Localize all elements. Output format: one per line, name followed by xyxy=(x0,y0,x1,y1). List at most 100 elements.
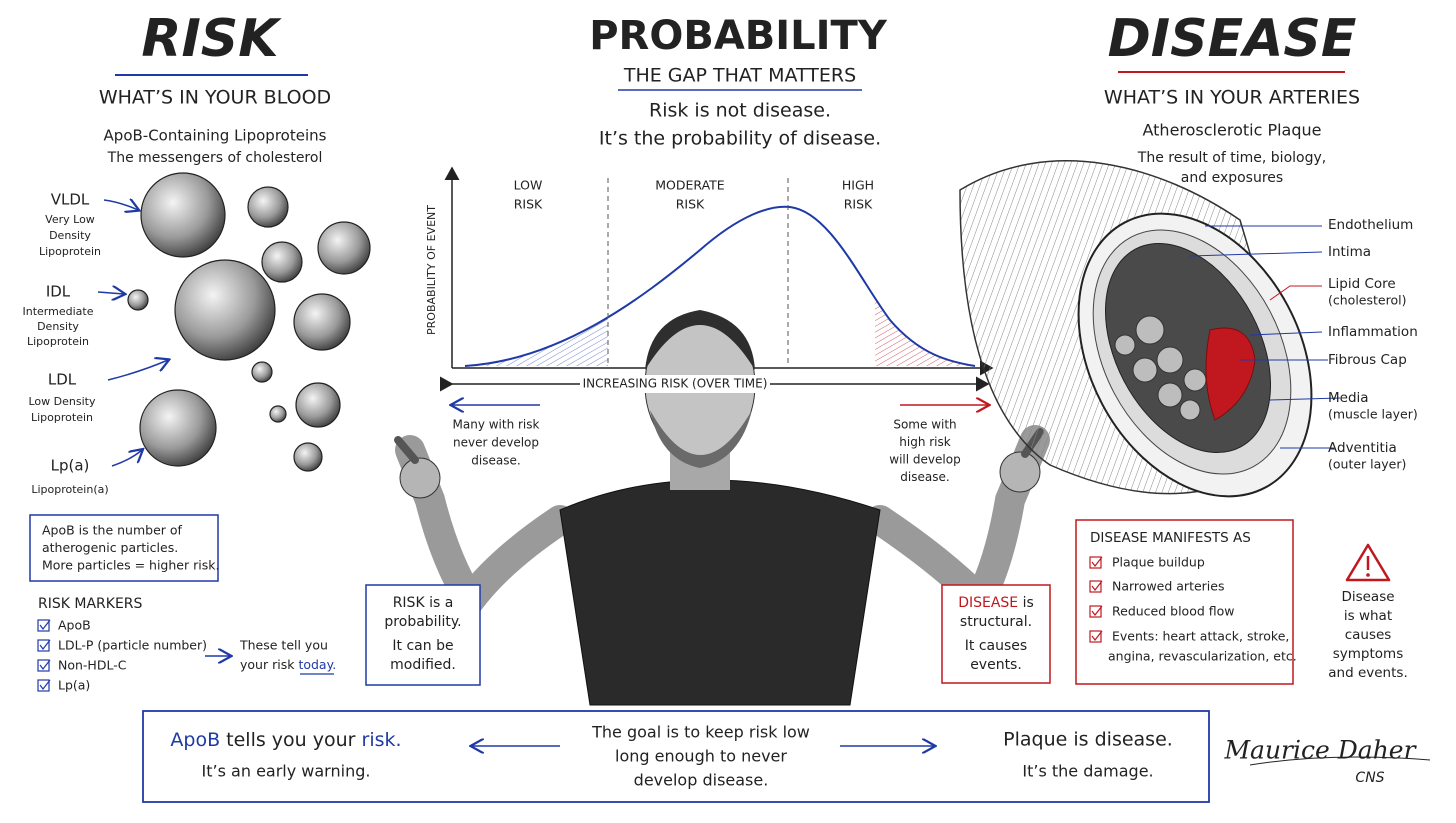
footer-left-part: ApoB xyxy=(170,729,220,751)
particle-name: Lipoprotein xyxy=(39,245,101,258)
person-illustration-part xyxy=(394,436,419,464)
artery-layer: Adventitia xyxy=(1328,440,1397,456)
artery-leaders-part xyxy=(1269,285,1322,301)
lipoprotein-spheres-part xyxy=(127,289,149,311)
warning-text: symptoms xyxy=(1333,646,1403,662)
manifests-title: DISEASE MANIFESTS AS xyxy=(1090,530,1251,546)
risk-box-text: It can be xyxy=(392,638,453,654)
particle-name: Intermediate xyxy=(23,305,94,318)
lipoprotein-spheres-part xyxy=(269,405,287,423)
right-note: will develop xyxy=(889,453,960,467)
left-note: disease. xyxy=(471,454,520,468)
particle-name: Density xyxy=(49,229,91,242)
lipoprotein-spheres-part xyxy=(247,186,289,228)
risk-zone-label: RISK xyxy=(676,197,705,212)
manifest-item: Events: heart attack, stroke, xyxy=(1112,629,1289,644)
manifest-item: Plaque buildup xyxy=(1112,555,1205,570)
lipoprotein-spheres-part xyxy=(174,259,276,361)
risk-zone-label: RISK xyxy=(844,197,873,212)
lipoprotein-spheres-part xyxy=(139,389,217,467)
manifest-checkboxes xyxy=(1089,556,1103,643)
lipoprotein-spheres-part xyxy=(293,442,323,472)
particle-name: Lipoprotein xyxy=(31,411,93,424)
artery-layer: Endothelium xyxy=(1328,217,1413,233)
particle-name: Low Density xyxy=(29,395,96,408)
disease-box-text: events. xyxy=(970,657,1022,673)
person-illustration-part xyxy=(559,479,881,706)
footer-box xyxy=(142,710,1210,803)
manifest-item: angina, revascularization, etc. xyxy=(1108,649,1297,664)
warning-text: causes xyxy=(1345,627,1392,643)
risk-zone-label: HIGH xyxy=(842,178,874,193)
risk-marker: LDL-P (particle number) xyxy=(58,638,207,653)
right-note: high risk xyxy=(899,435,950,449)
artery-layer-detail: (muscle layer) xyxy=(1328,407,1418,422)
risk-marker: Non-HDL-C xyxy=(58,658,127,673)
particle-arrows xyxy=(97,200,168,467)
marker-checkboxes-part xyxy=(37,639,50,652)
particle-abbr: IDL xyxy=(46,283,71,301)
disease-box xyxy=(941,584,1051,684)
artery-illustration-part-part xyxy=(1179,399,1201,421)
artery-illustration-part-part xyxy=(1157,382,1183,408)
marker-checkboxes-part xyxy=(37,679,50,692)
artery-illustration-part-part xyxy=(1132,357,1158,383)
disease-box-text-part: is xyxy=(1023,595,1034,611)
credential: CNS xyxy=(1355,770,1384,786)
footer-left-part: risk. xyxy=(362,729,402,751)
x-axis-label: INCREASING RISK (OVER TIME) xyxy=(583,377,768,391)
footer-left: It’s an early warning. xyxy=(202,762,371,781)
probability-title: PROBABILITY xyxy=(589,13,888,59)
lipoprotein-spheres-part xyxy=(317,221,371,275)
warning-text: and events. xyxy=(1328,665,1407,681)
manifests-box xyxy=(1075,519,1294,685)
probability-curve-part xyxy=(464,205,976,367)
person-illustration xyxy=(394,310,1050,706)
footer-left-part: tells you your xyxy=(226,729,355,751)
signature: Maurice Daher xyxy=(1223,736,1417,765)
manifest-checkboxes-part xyxy=(1089,605,1102,618)
artery-illustration-part xyxy=(1114,315,1207,421)
person-illustration-part xyxy=(399,457,441,499)
lipoprotein-spheres-part xyxy=(293,293,351,351)
markers-note-part: your risk xyxy=(240,657,295,672)
particle-name: Lipoprotein xyxy=(27,335,89,348)
footer-right: Plaque is disease. xyxy=(1003,729,1173,751)
footer-center: The goal is to keep risk low xyxy=(591,723,810,742)
disease-box-text: It causes xyxy=(965,638,1027,654)
probability-line: It’s the probability of disease. xyxy=(599,128,881,150)
risk-subtitle: WHAT’S IN YOUR BLOOD xyxy=(99,87,331,109)
warning-icon xyxy=(1345,543,1391,582)
markers-note: your risk today. xyxy=(240,657,336,672)
markers-note: These tell you xyxy=(239,638,328,653)
manifest-checkboxes-part xyxy=(1089,630,1102,643)
manifest-checkboxes-part xyxy=(1089,580,1102,593)
manifest-item: Narrowed arteries xyxy=(1112,579,1224,594)
artery-layer: Intima xyxy=(1328,244,1371,260)
artery-illustration-part-part xyxy=(1156,346,1184,374)
probability-line: Risk is not disease. xyxy=(649,100,831,122)
manifest-item: Reduced blood flow xyxy=(1112,604,1235,619)
particle-name: Lipoprotein(a) xyxy=(31,483,108,496)
right-note: disease. xyxy=(900,470,949,484)
left-note: Many with risk xyxy=(453,418,540,432)
artery-illustration-part xyxy=(1205,327,1256,421)
risk-zone-label: MODERATE xyxy=(655,178,725,193)
right-note: Some with xyxy=(893,418,956,432)
warning-text: is what xyxy=(1344,608,1392,624)
particle-name: Very Low xyxy=(45,213,95,226)
risk-box-text: probability. xyxy=(384,614,461,630)
warning-icon-part xyxy=(1345,543,1391,582)
warning-icon-part xyxy=(1366,573,1370,577)
markers-note-part: today. xyxy=(298,657,336,672)
risk-marker: Lp(a) xyxy=(58,678,90,693)
particle-abbr: VLDL xyxy=(51,191,90,209)
apob-note: More particles = higher risk. xyxy=(42,558,219,573)
disease-title: DISEASE xyxy=(1108,9,1357,69)
manifest-checkboxes-part xyxy=(1089,556,1102,569)
risk-heading: ApoB-Containing Lipoproteins xyxy=(104,127,327,145)
artery-layer: Inflammation xyxy=(1328,324,1418,340)
risk-zone-label: LOW xyxy=(514,178,543,193)
